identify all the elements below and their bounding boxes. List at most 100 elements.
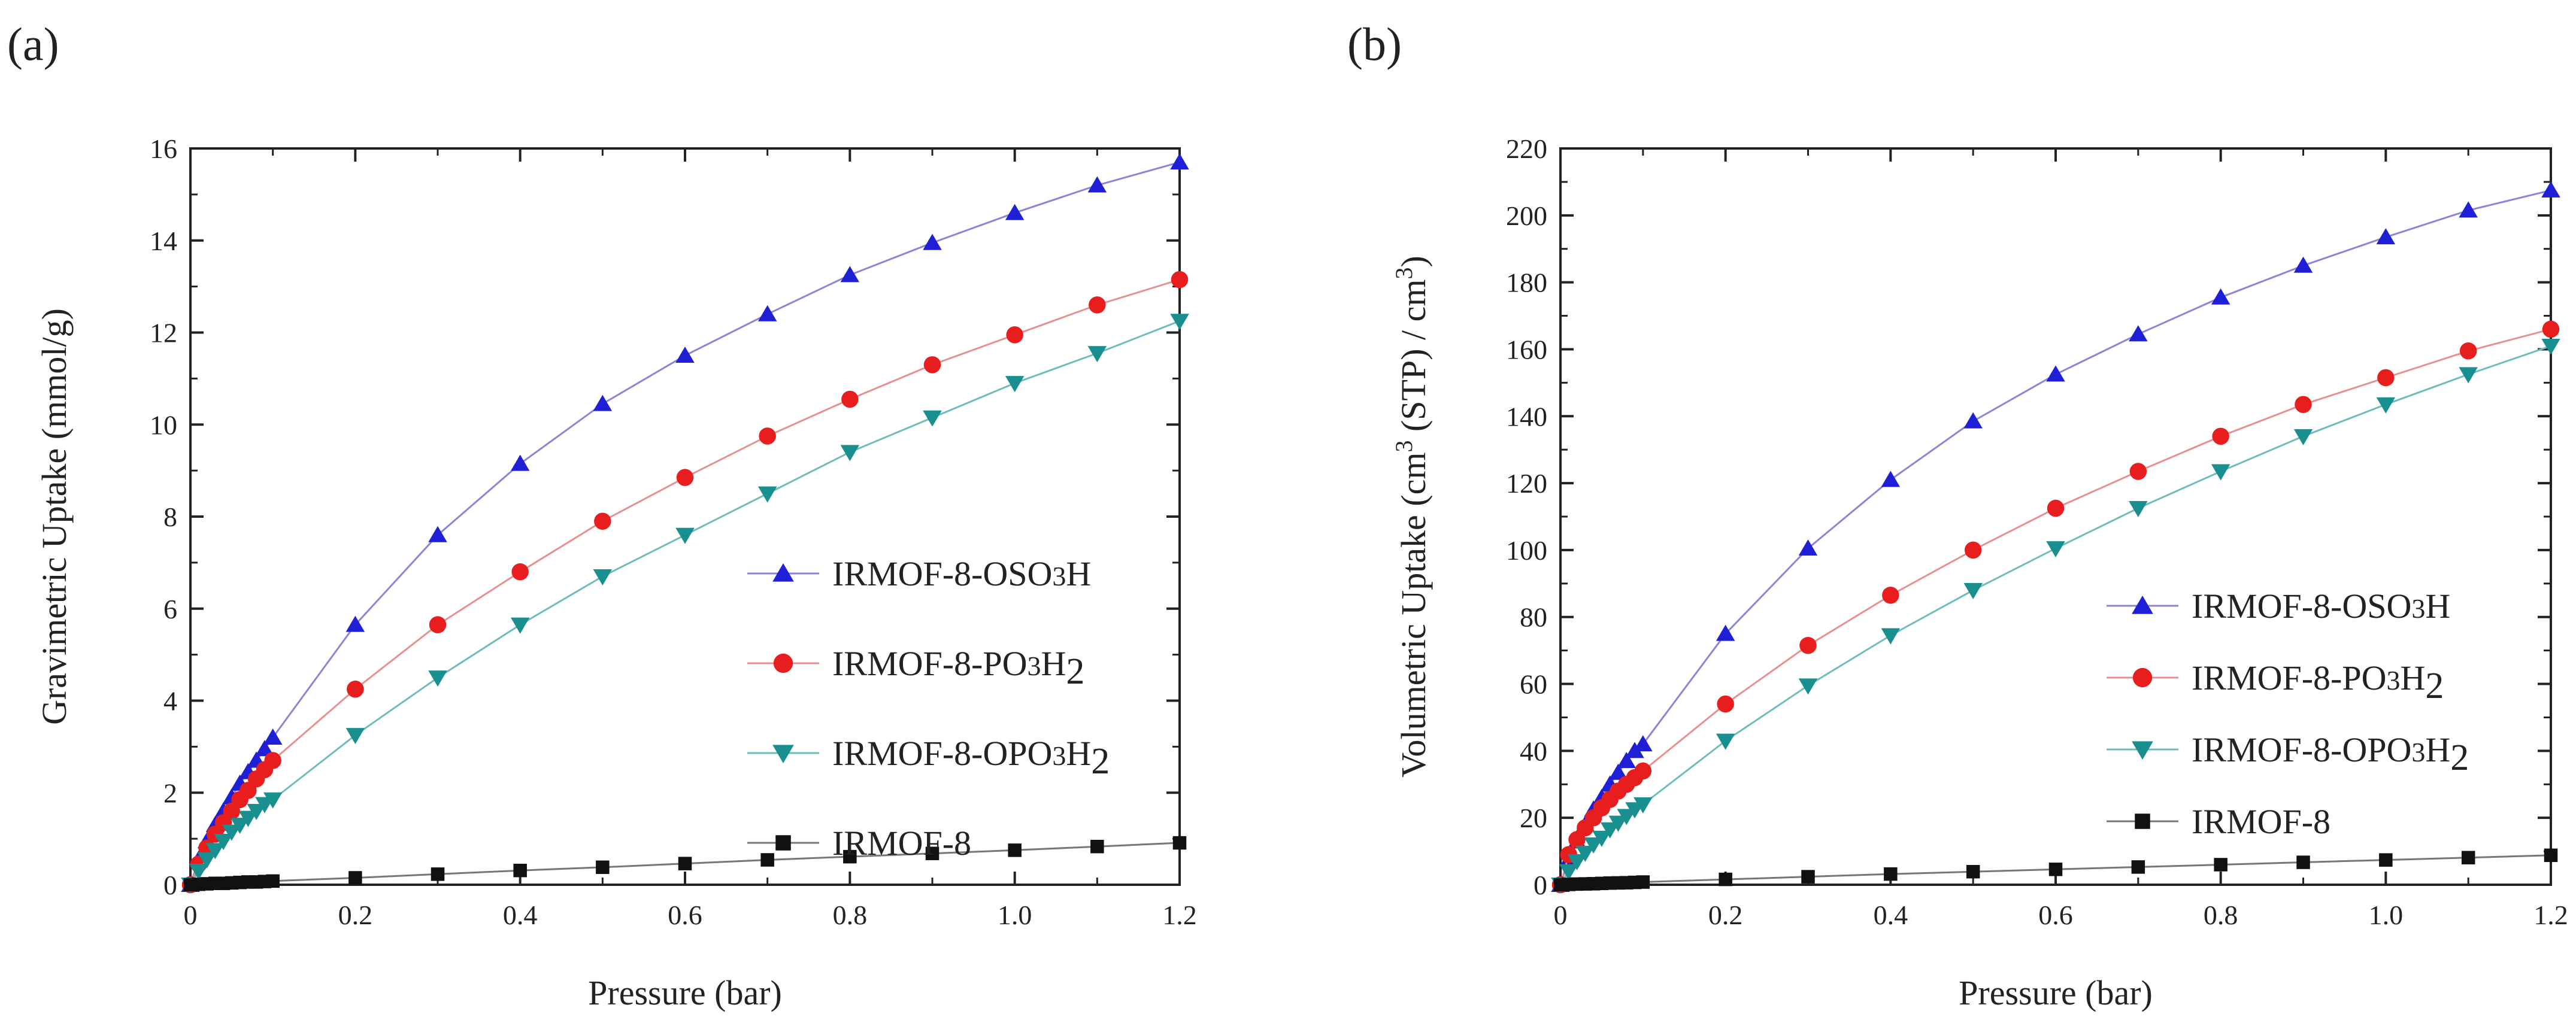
legend-label-tail: H xyxy=(2425,730,2450,769)
legend-label-sub: 3 xyxy=(1052,561,1066,591)
data-point xyxy=(428,670,447,687)
data-point xyxy=(594,512,611,530)
y-tick-label: 12 xyxy=(150,318,177,348)
data-point xyxy=(263,792,283,809)
x-axis-title: Pressure (bar) xyxy=(1959,973,2153,1012)
data-point xyxy=(1559,864,1578,881)
legend-marker xyxy=(2132,667,2153,688)
data-point xyxy=(925,846,940,860)
legend-marker xyxy=(772,745,794,763)
x-tick-label: 0.8 xyxy=(2204,900,2238,930)
data-point xyxy=(1170,153,1189,170)
y-axis-title: Gravimetric Uptake (mmol/g) xyxy=(35,308,74,725)
legend-label-main: IRMOF-8 xyxy=(2192,802,2330,841)
data-point xyxy=(431,867,445,881)
legend-entry: IRMOF-8-OSO3H xyxy=(2107,587,2450,626)
y-tick-label: 180 xyxy=(1506,268,1547,298)
data-point xyxy=(247,804,266,820)
data-point xyxy=(593,394,613,411)
x-tick-label: 0 xyxy=(1554,900,1568,930)
y-tick-label: 20 xyxy=(1520,803,1547,833)
y-axis-title-superscript: 3 xyxy=(1390,441,1417,453)
legend-entry: IRMOF-8-PO3H2 xyxy=(2107,658,2444,706)
y-tick-label: 8 xyxy=(163,502,177,532)
legend-label-tail: H xyxy=(1066,734,1091,773)
legend-label-tail: H xyxy=(1041,644,1066,683)
data-point xyxy=(1634,797,1653,814)
y-tick-label: 14 xyxy=(150,226,177,256)
data-point xyxy=(347,681,364,698)
legend-entry: IRMOF-8 xyxy=(2107,802,2330,841)
legend-label-tail: H xyxy=(2401,658,2426,697)
data-point xyxy=(1636,875,1650,889)
legend-marker xyxy=(773,653,793,673)
y-axis-title-superscript: 3 xyxy=(1390,267,1417,279)
x-tick-label: 0.8 xyxy=(833,900,868,930)
x-tick-label: 0.6 xyxy=(2038,900,2073,930)
data-point xyxy=(1798,678,1818,695)
data-point xyxy=(2211,288,2230,305)
data-point xyxy=(1717,695,1734,713)
data-point xyxy=(596,860,610,875)
data-point xyxy=(1005,204,1025,220)
legend-label-main: IRMOF-8 xyxy=(832,824,971,863)
legend-label: IRMOF-8-OSO3H xyxy=(832,554,1091,593)
data-point xyxy=(222,824,241,841)
legend-entry: IRMOF-8-OPO3H2 xyxy=(2107,730,2469,778)
y-axis-title-part: ) xyxy=(1394,256,1433,267)
legend-marker xyxy=(2132,741,2153,760)
y-tick-label: 80 xyxy=(1520,602,1547,633)
data-point xyxy=(1090,839,1104,854)
data-point xyxy=(840,445,860,462)
data-point xyxy=(1172,836,1187,850)
data-point xyxy=(2376,228,2396,245)
legend-label: IRMOF-8-OPO3H2 xyxy=(2192,730,2469,778)
chart-panel-a: (a) 0 2 4 6 8 10 12 14 16 0 0.2 0.4 0.6 0.8 1.0 1.2 Press… xyxy=(7,18,1197,1012)
series-IRMOF-8 xyxy=(183,836,1187,892)
legend-entry: IRMOF-8-PO3H2 xyxy=(747,644,1084,692)
data-point xyxy=(214,833,233,850)
data-point xyxy=(1881,628,1901,645)
legend-label-sub: 3 xyxy=(2411,737,2425,767)
data-point xyxy=(841,390,859,408)
y-tick-label: 4 xyxy=(163,686,177,717)
y-tick-label: 120 xyxy=(1506,468,1547,499)
legend-label-sub2: 2 xyxy=(1091,741,1110,782)
legend-entry: IRMOF-8 xyxy=(747,824,971,863)
data-point xyxy=(510,454,530,471)
data-point xyxy=(1087,346,1107,363)
legend-label-sub: 3 xyxy=(1052,740,1066,771)
series-IRMOF-8-OSO3H xyxy=(181,153,1189,892)
data-point xyxy=(2295,396,2312,413)
data-point xyxy=(2461,851,2475,864)
panel-label: (b) xyxy=(1347,18,1402,70)
legend-label: IRMOF-8-OPO3H2 xyxy=(832,734,1110,782)
data-point xyxy=(1634,762,1652,780)
data-point xyxy=(189,863,208,880)
y-tick-label: 0 xyxy=(1534,870,1547,900)
data-point xyxy=(1006,326,1023,344)
chart-panel-b: (b) 0 20 40 60 80 100 120 140 160 180 200 220 0 0.2 0.4… xyxy=(1347,18,2568,1012)
data-point xyxy=(1716,624,1735,641)
legend-label-sub: 3 xyxy=(1028,651,1041,681)
legend-label-main: IRMOF-8-OPO xyxy=(832,734,1052,773)
data-point xyxy=(1608,815,1628,832)
data-point xyxy=(510,617,530,634)
data-point xyxy=(1171,271,1189,289)
data-point xyxy=(1884,867,1898,881)
data-point xyxy=(1005,376,1025,393)
data-point xyxy=(2379,853,2393,867)
legend-label: IRMOF-8-PO3H2 xyxy=(832,644,1084,692)
data-point xyxy=(2046,541,2065,558)
data-point xyxy=(923,356,941,374)
x-tick-label: 0 xyxy=(184,900,198,930)
legend-label-tail: H xyxy=(2425,587,2450,626)
plot-frame xyxy=(189,147,1181,886)
data-point xyxy=(1634,735,1653,752)
data-point xyxy=(1801,870,1815,884)
data-point xyxy=(2459,367,2478,384)
data-point xyxy=(1881,471,1901,487)
data-point xyxy=(843,849,857,864)
data-point xyxy=(2048,863,2063,876)
data-point xyxy=(1087,176,1107,193)
